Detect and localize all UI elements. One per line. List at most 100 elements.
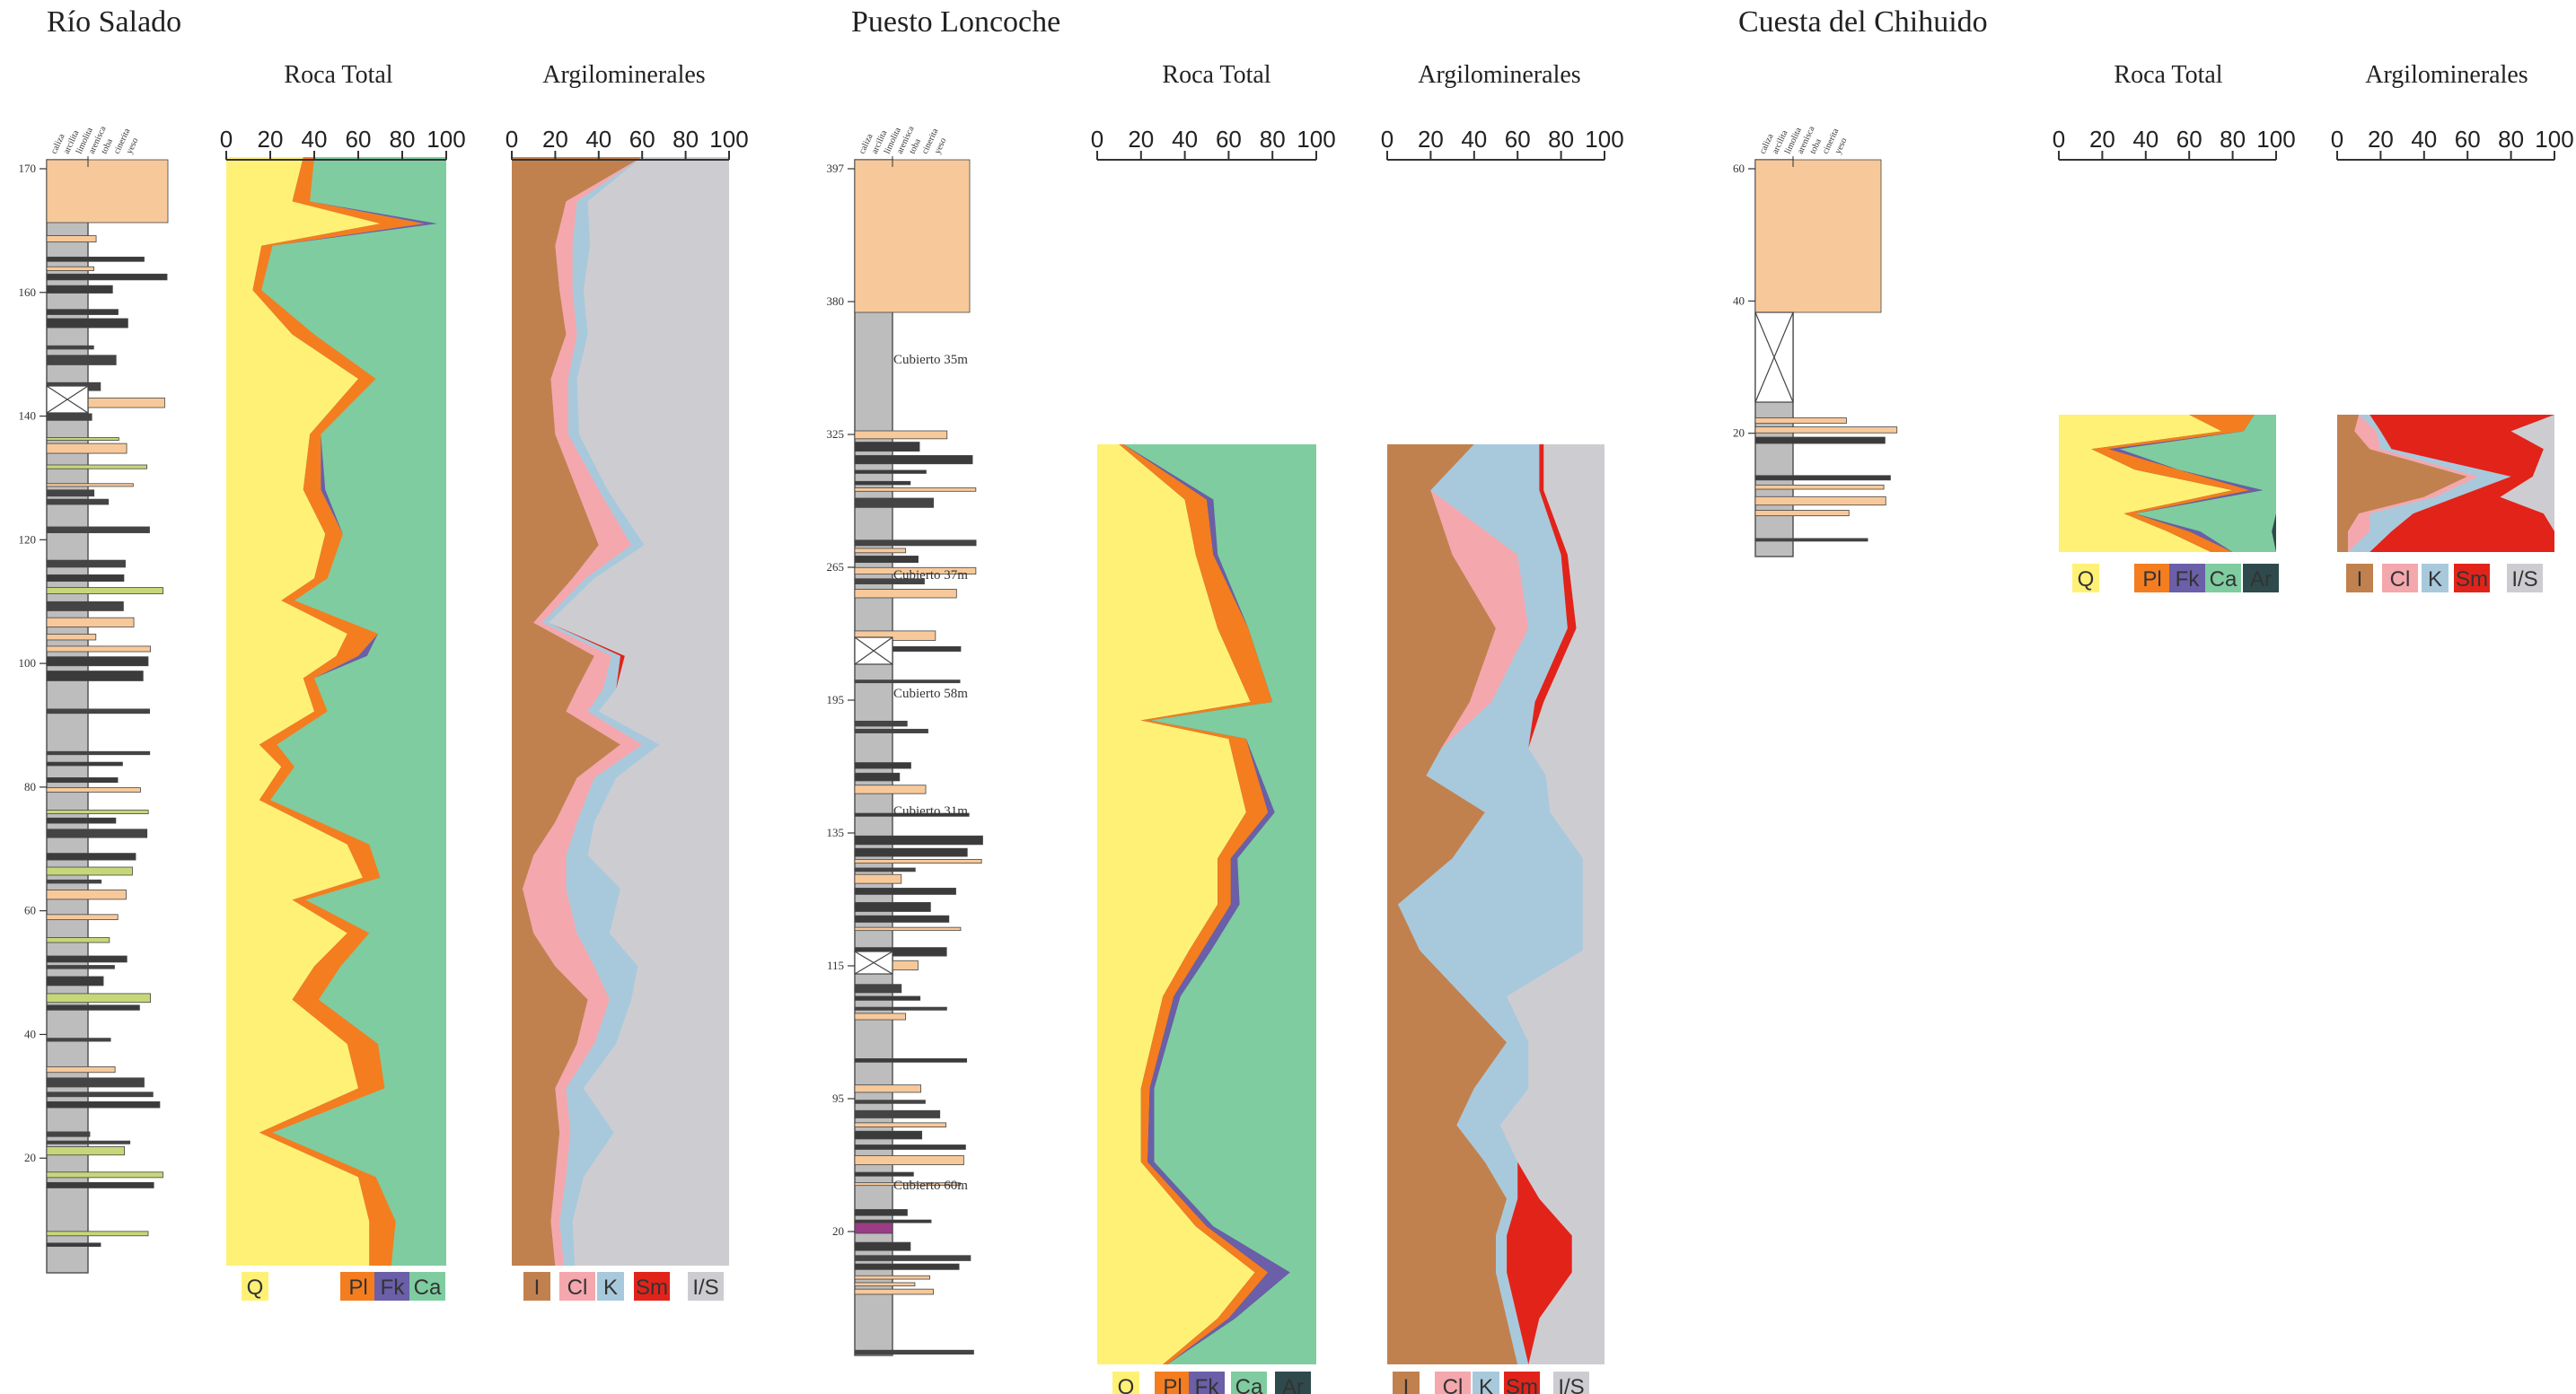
- strat-bed-pl-17: [854, 679, 961, 684]
- panel-title-pl-roca-total: Roca Total: [1162, 61, 1271, 89]
- strat-bed-rs-57: [46, 1181, 154, 1188]
- column-tick-label-cc-60: 60: [1733, 162, 1745, 175]
- area-series-fk-cc_rt: [2108, 415, 2264, 552]
- strat-bed-pl-7: [854, 487, 977, 492]
- legend-swatch-pl_ar-is: [1553, 1372, 1589, 1394]
- strat-bed-pl-31: [854, 915, 950, 923]
- legend-swatch-pl_ar-i: [1393, 1372, 1420, 1394]
- strat-bed-rs-42: [46, 937, 110, 943]
- legend-label-cc_rt-ca: Ca: [2210, 567, 2238, 592]
- strat-bed-rs-48: [46, 1038, 111, 1042]
- x-axis-rs_rt: 0 20 40 60 80 100: [220, 126, 466, 161]
- area-series-fk-pl_rt: [1123, 444, 1290, 1364]
- legend-swatch-rs_rt-fk: [374, 1272, 410, 1301]
- area-series-i-pl_ar: [1387, 444, 1518, 1364]
- column-tick-label-pl-115: 115: [827, 959, 844, 972]
- strat-bed-pl-18: [854, 720, 908, 727]
- section-title-rio-salado: Río Salado: [47, 5, 182, 39]
- strat-bed-pl-22: [854, 785, 927, 794]
- strat-bed-pl-36: [854, 995, 921, 1001]
- legend-label-cc_ar-sm: Sm: [2456, 567, 2488, 592]
- legend-swatch-cc_rt-ca: [2205, 564, 2241, 592]
- column-tick-label-pl-397: 397: [827, 162, 845, 175]
- strat-bed-rs-0: [46, 159, 169, 224]
- strat-bed-pl-3: [854, 442, 920, 452]
- column-tick-label-pl-20: 20: [832, 1224, 844, 1238]
- strat-bed-pl-32: [854, 926, 962, 932]
- strat-bed-rs-36: [46, 829, 148, 838]
- strat-bed-pl-41: [854, 1100, 926, 1104]
- strat-bed-pl-30: [854, 902, 931, 912]
- legend-swatch-cc_ar-cl: [2382, 564, 2418, 592]
- strat-bed-pl-28: [854, 873, 902, 884]
- x-tick-label-rs_rt-20: 20: [258, 126, 284, 153]
- strat-bed-rs-8: [46, 345, 94, 350]
- strat-bed-pl-2: [854, 430, 948, 440]
- strat-bed-pl-57: [854, 1349, 974, 1355]
- strat-bed-pl-26: [854, 858, 982, 864]
- strat-column-pl: calizaarcilitalimolitaareniscatobacineri…: [827, 124, 983, 1356]
- strat-column-cc: calizaarcilitalimolitaareniscatobacineri…: [1733, 124, 1898, 557]
- strat-bed-pl-0: [854, 159, 971, 313]
- legend-swatch-rs_ar-is: [688, 1272, 724, 1301]
- strat-bed-cc-6: [1754, 495, 1886, 506]
- strat-bed-cc-0: [1754, 159, 1882, 313]
- strat-bed-rs-31: [46, 761, 123, 767]
- x-tick-label-rs_rt-40: 40: [302, 126, 328, 153]
- legend-swatch-rs_ar-sm: [634, 1272, 670, 1301]
- strat-bed-rs-13: [46, 437, 119, 441]
- legend-label-pl_rt-fk: Fk: [1195, 1375, 1220, 1394]
- column-tick-label-rs-100: 100: [19, 656, 37, 670]
- strat-bed-pl-10: [854, 548, 907, 554]
- strat-bed-rs-2: [46, 256, 145, 262]
- strat-bed-rs-39: [46, 879, 102, 884]
- strat-bed-pl-29: [854, 888, 956, 895]
- strat-bed-rs-15: [46, 464, 148, 469]
- strat-bed-rs-51: [46, 1092, 154, 1098]
- legend-label-pl_ar-is: I/S: [1558, 1375, 1584, 1394]
- column-tick-label-pl-95: 95: [832, 1092, 844, 1105]
- x-tick-label-pl_ar-100: 100: [1585, 126, 1623, 153]
- strat-bed-pl-52: [854, 1255, 971, 1261]
- legend-label-cc_rt-ar: Ar: [2250, 567, 2272, 592]
- strat-bed-rs-44: [46, 965, 115, 969]
- panel-title-rs-argilominerales: Argilominerales: [542, 61, 706, 89]
- strat-bed-cc-2: [1754, 426, 1898, 434]
- legend-label-cc_rt-q: Q: [2078, 567, 2095, 592]
- column-tick-label-cc-40: 40: [1733, 294, 1745, 307]
- x-tick-label-rs_rt-100: 100: [426, 126, 465, 153]
- strat-bed-rs-54: [46, 1140, 131, 1144]
- strat-bed-cc-3: [1754, 436, 1886, 444]
- legend-label-pl_ar-cl: Cl: [1443, 1375, 1464, 1394]
- x-tick-label-cc_ar-80: 80: [2498, 126, 2524, 153]
- covered-label-4: Cubierto 60m: [893, 1179, 968, 1193]
- strat-bed-rs-16: [46, 483, 134, 487]
- legend-label-cc_rt-fk: Fk: [2176, 567, 2201, 592]
- strat-bed-rs-34: [46, 810, 149, 815]
- x-tick-label-rs_rt-80: 80: [390, 126, 416, 153]
- area-series-k-pl_ar: [1398, 444, 1583, 1364]
- column-tick-label-pl-135: 135: [827, 826, 845, 839]
- strat-bed-pl-42: [854, 1109, 941, 1118]
- strat-bed-pl-53: [854, 1263, 960, 1270]
- legend-label-rs_ar-k: K: [603, 1276, 618, 1300]
- column-tick-label-pl-380: 380: [827, 294, 845, 308]
- strat-bed-rs-43: [46, 955, 127, 963]
- legend-label-cc_ar-cl: Cl: [2390, 567, 2411, 592]
- strat-bed-pl-54: [854, 1275, 931, 1280]
- x-tick-label-rs_ar-0: 0: [506, 126, 518, 153]
- panel-title-pl-argilominerales: Argilominerales: [1418, 61, 1581, 89]
- area-series-sm-cc_ar: [2369, 415, 2554, 552]
- legend-label-cc_rt-pl: Pl: [2142, 567, 2161, 592]
- column-tick-label-pl-195: 195: [827, 693, 845, 706]
- legend-label-pl_ar-sm: Sm: [1506, 1375, 1538, 1394]
- strat-bed-pl-11: [854, 556, 919, 564]
- x-tick-label-cc_ar-0: 0: [2331, 126, 2343, 153]
- x-tick-label-cc_rt-20: 20: [2089, 126, 2115, 153]
- strat-bed-pl-23: [854, 812, 970, 817]
- strat-bed-pl-9: [854, 539, 977, 547]
- strat-bed-pl-37: [854, 1006, 947, 1011]
- legend-swatch-cc_ar-i: [2346, 564, 2373, 592]
- strat-bed-pl-43: [854, 1122, 946, 1128]
- strat-bed-rs-53: [46, 1131, 91, 1137]
